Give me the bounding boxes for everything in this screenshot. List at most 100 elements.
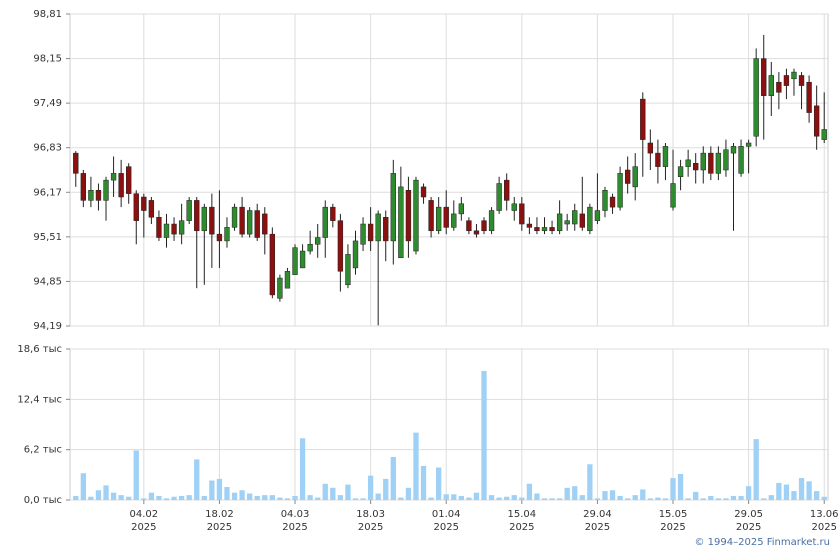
volume-bar xyxy=(224,487,230,500)
candle-body xyxy=(473,230,480,235)
candle-body xyxy=(738,146,744,174)
x-tick-label: 18.02 2025 xyxy=(205,509,234,533)
volume-bar xyxy=(254,495,260,500)
candle-body xyxy=(126,166,132,194)
volume-bar xyxy=(201,495,207,500)
volume-bar xyxy=(383,478,389,500)
candle-body xyxy=(609,196,616,208)
candle-body xyxy=(118,173,124,198)
volume-bar xyxy=(549,498,555,500)
volume-bar xyxy=(88,496,94,500)
y-tick-label: 95,51 xyxy=(33,232,62,243)
volume-bar xyxy=(239,490,245,500)
volume-bar xyxy=(693,491,699,500)
candle-body xyxy=(360,223,366,245)
candle-body xyxy=(390,173,396,242)
candle-body xyxy=(655,152,661,167)
volume-bar xyxy=(80,473,86,500)
volume-bar xyxy=(405,487,412,500)
volume-bar xyxy=(511,495,517,500)
candle-body xyxy=(231,206,238,228)
candle-body xyxy=(383,217,389,242)
volume-bar xyxy=(375,493,381,500)
volume-bar xyxy=(299,438,306,500)
x-tick-label: 13.06 2025 xyxy=(810,509,839,533)
volume-bar xyxy=(345,484,351,500)
volume-bar xyxy=(269,495,275,500)
x-tick-label: 29.05 2025 xyxy=(734,509,763,533)
candle-body xyxy=(110,173,117,181)
volume-bar xyxy=(315,497,321,500)
volume-bar xyxy=(730,495,737,500)
candle-body xyxy=(821,129,827,140)
volume-bar xyxy=(337,495,344,500)
candle-body xyxy=(405,190,412,242)
volume-bar xyxy=(685,498,691,500)
candle-body xyxy=(367,223,374,242)
x-tick-label: 15.04 2025 xyxy=(507,509,536,533)
candle-body xyxy=(813,105,820,137)
candle-body xyxy=(239,206,245,235)
candle-body xyxy=(435,206,442,232)
volume-bar xyxy=(247,493,253,500)
candle-body xyxy=(413,179,419,252)
volume-bar xyxy=(307,495,313,500)
y2-tick-label: 6,2 тыс xyxy=(24,445,62,456)
volume-bar xyxy=(761,498,767,500)
candle-body xyxy=(201,206,207,232)
volume-bar xyxy=(768,495,774,500)
x-tick-label: 18.03 2025 xyxy=(356,509,385,533)
candle-body xyxy=(753,58,759,137)
y-tick-label: 98,15 xyxy=(33,54,62,65)
volume-bar xyxy=(488,495,495,500)
candle-body xyxy=(103,179,109,201)
candle-body xyxy=(693,162,699,171)
volume-bar xyxy=(564,487,570,500)
volume-bar xyxy=(594,498,601,500)
volume-bar xyxy=(95,490,102,500)
candle-body xyxy=(677,166,684,178)
volume-bar xyxy=(277,497,283,500)
candle-body xyxy=(458,203,465,215)
candle-body xyxy=(496,183,502,211)
volume-bar xyxy=(715,498,722,500)
volume-bar xyxy=(194,459,200,500)
candle-body xyxy=(504,179,510,201)
candle-body xyxy=(488,210,495,232)
volume-bar xyxy=(390,456,396,500)
volume-bar xyxy=(413,432,419,500)
candle-body xyxy=(133,193,139,221)
volume-bar xyxy=(556,498,563,500)
volume-bar xyxy=(458,495,464,500)
candle-body xyxy=(375,213,381,242)
y2-tick-label: 0,0 тыс xyxy=(24,495,62,506)
volume-bar xyxy=(496,497,502,500)
volume-bar xyxy=(216,478,223,500)
volume-bar xyxy=(798,478,805,500)
volume-bar xyxy=(541,498,548,500)
volume-bar xyxy=(360,498,366,500)
candle-body xyxy=(262,213,268,235)
candle-body xyxy=(632,166,638,188)
volume-bar xyxy=(481,370,487,500)
candle-body xyxy=(519,203,525,225)
volume-bar xyxy=(723,498,729,500)
volume-bar xyxy=(73,495,79,500)
candle-body xyxy=(141,196,147,211)
volume-bar xyxy=(783,484,790,500)
candle-body xyxy=(299,250,306,269)
candle-body xyxy=(209,206,215,235)
volume-bar xyxy=(640,489,646,500)
candle-body xyxy=(186,200,192,221)
volume-bar xyxy=(519,497,525,500)
candle-body xyxy=(224,227,230,242)
candle-body xyxy=(791,71,797,80)
volume-bar xyxy=(708,495,714,500)
volume-bar xyxy=(133,450,139,500)
volume-bar xyxy=(473,492,480,500)
volume-bar xyxy=(738,495,744,500)
volume-bar xyxy=(178,495,185,500)
y-tick-label: 94,19 xyxy=(33,321,62,332)
volume-bar xyxy=(292,495,298,500)
